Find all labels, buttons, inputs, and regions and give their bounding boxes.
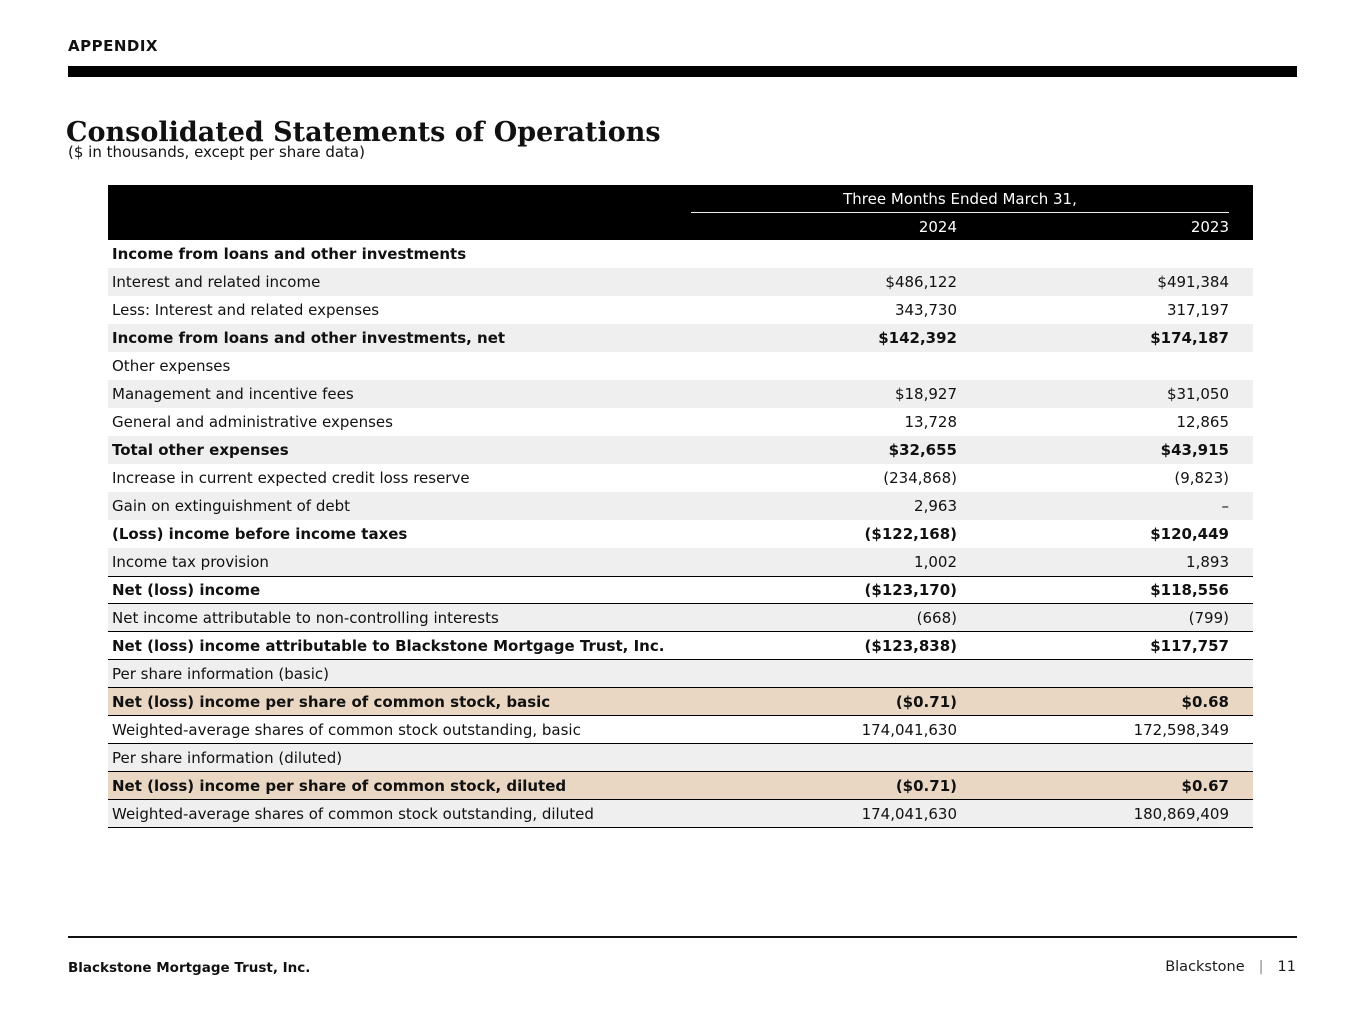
table-row: Gain on extinguishment of debt 2,963 – (108, 492, 1253, 520)
table-row: General and administrative expenses 13,7… (108, 408, 1253, 436)
page-subtitle: ($ in thousands, except per share data) (68, 143, 365, 161)
row-label: Net (loss) income (112, 581, 261, 599)
value-2023: (799) (1188, 608, 1229, 627)
value-2023: – (1221, 497, 1230, 515)
value-2023: $174,187 (1150, 329, 1229, 347)
table-row: Income tax provision 1,002 1,893 (108, 548, 1253, 576)
row-label: Total other expenses (112, 441, 289, 459)
table-row: Net income attributable to non-controlli… (108, 604, 1253, 632)
row-label: Weighted-average shares of common stock … (112, 804, 594, 823)
value-2023: $118,556 (1150, 581, 1229, 599)
page-title: Consolidated Statements of Operations (66, 117, 661, 149)
row-label: Net (loss) income per share of common st… (112, 692, 551, 711)
income-statement-table: Three Months Ended March 31, 2024 2023 I… (108, 185, 1253, 828)
appendix-label: APPENDIX (68, 37, 158, 55)
table-row: Increase in current expected credit loss… (108, 464, 1253, 492)
value-2024: 1,002 (914, 553, 957, 571)
table-row: Less: Interest and related expenses 343,… (108, 296, 1253, 324)
year-header-row: 2024 2023 (108, 213, 1253, 240)
table-row: Interest and related income $486,122 $49… (108, 268, 1253, 296)
table-row: Net (loss) income ($123,170) $118,556 (108, 576, 1253, 604)
value-2024: ($123,170) (864, 581, 957, 599)
row-label: General and administrative expenses (112, 413, 393, 431)
value-2024: ($0.71) (895, 776, 957, 795)
page-number: 11 (1277, 959, 1296, 975)
value-2024: (234,868) (883, 469, 957, 487)
row-label: Gain on extinguishment of debt (112, 497, 351, 515)
table-row: Income from loans and other investments,… (108, 324, 1253, 352)
row-label: Per share information (basic) (112, 664, 330, 683)
value-2023: $31,050 (1166, 385, 1229, 403)
value-2023: 180,869,409 (1133, 804, 1229, 823)
value-2024: $18,927 (894, 385, 957, 403)
value-2023: 12,865 (1176, 413, 1230, 431)
value-2023: $0.68 (1181, 692, 1229, 711)
table-row: Per share information (basic) (108, 660, 1253, 688)
table-row: Weighted-average shares of common stock … (108, 716, 1253, 744)
column-header-2023: 2023 (1190, 217, 1229, 236)
value-2024: ($122,168) (864, 525, 957, 543)
row-label: Management and incentive fees (112, 385, 354, 403)
period-header: Three Months Ended March 31, (691, 190, 1229, 213)
row-label: Per share information (diluted) (112, 748, 343, 767)
value-2024: 343,730 (894, 301, 957, 319)
table-row: Total other expenses $32,655 $43,915 (108, 436, 1253, 464)
footer-brand: Blackstone (1165, 959, 1245, 975)
value-2024: (668) (916, 608, 957, 627)
table-row-highlight: Net (loss) income per share of common st… (108, 772, 1253, 800)
value-2024: 174,041,630 (861, 720, 957, 739)
row-label: Income tax provision (112, 553, 269, 571)
row-label: (Loss) income before income taxes (112, 525, 408, 543)
value-2024: 13,728 (904, 413, 958, 431)
value-2024: $32,655 (888, 441, 957, 459)
table-row: Management and incentive fees $18,927 $3… (108, 380, 1253, 408)
value-2024: 174,041,630 (861, 804, 957, 823)
value-2024: 2,963 (914, 497, 957, 515)
value-2023: 1,893 (1186, 553, 1229, 571)
value-2023: $117,757 (1150, 636, 1229, 655)
footer-company-name: Blackstone Mortgage Trust, Inc. (68, 960, 311, 976)
footer-right: Blackstone | 11 (1165, 959, 1296, 975)
footer-divider-line (68, 936, 1297, 938)
row-label: Net (loss) income attributable to Blacks… (112, 636, 665, 655)
table-header: Three Months Ended March 31, 2024 2023 (108, 185, 1253, 240)
value-2023: $0.67 (1181, 776, 1229, 795)
value-2023: 172,598,349 (1133, 720, 1229, 739)
row-label: Income from loans and other investments (112, 245, 467, 263)
value-2024: ($0.71) (895, 692, 957, 711)
table-row: (Loss) income before income taxes ($122,… (108, 520, 1253, 548)
footer-separator: | (1258, 959, 1264, 975)
row-label: Interest and related income (112, 273, 321, 291)
table-row: Per share information (diluted) (108, 744, 1253, 772)
value-2024: $486,122 (885, 273, 957, 291)
row-label: Other expenses (112, 357, 231, 375)
value-2023: $120,449 (1150, 525, 1229, 543)
value-2023: 317,197 (1166, 301, 1229, 319)
column-header-2024: 2024 (918, 217, 957, 236)
table-row: Weighted-average shares of common stock … (108, 800, 1253, 828)
table-row: Income from loans and other investments (108, 240, 1253, 268)
value-2023: $43,915 (1160, 441, 1229, 459)
table-row: Net (loss) income attributable to Blacks… (108, 632, 1253, 660)
value-2023: $491,384 (1157, 273, 1229, 291)
value-2023: (9,823) (1174, 469, 1229, 487)
row-label: Weighted-average shares of common stock … (112, 720, 581, 739)
row-label: Net income attributable to non-controlli… (112, 608, 499, 627)
table-row: Other expenses (108, 352, 1253, 380)
table-row-highlight: Net (loss) income per share of common st… (108, 688, 1253, 716)
row-label: Increase in current expected credit loss… (112, 469, 470, 487)
row-label: Income from loans and other investments,… (112, 329, 506, 347)
value-2024: ($123,838) (864, 636, 957, 655)
header-divider-bar (68, 66, 1297, 77)
period-header-row: Three Months Ended March 31, (108, 185, 1253, 213)
row-label: Less: Interest and related expenses (112, 301, 380, 319)
value-2024: $142,392 (878, 329, 957, 347)
row-label: Net (loss) income per share of common st… (112, 776, 567, 795)
